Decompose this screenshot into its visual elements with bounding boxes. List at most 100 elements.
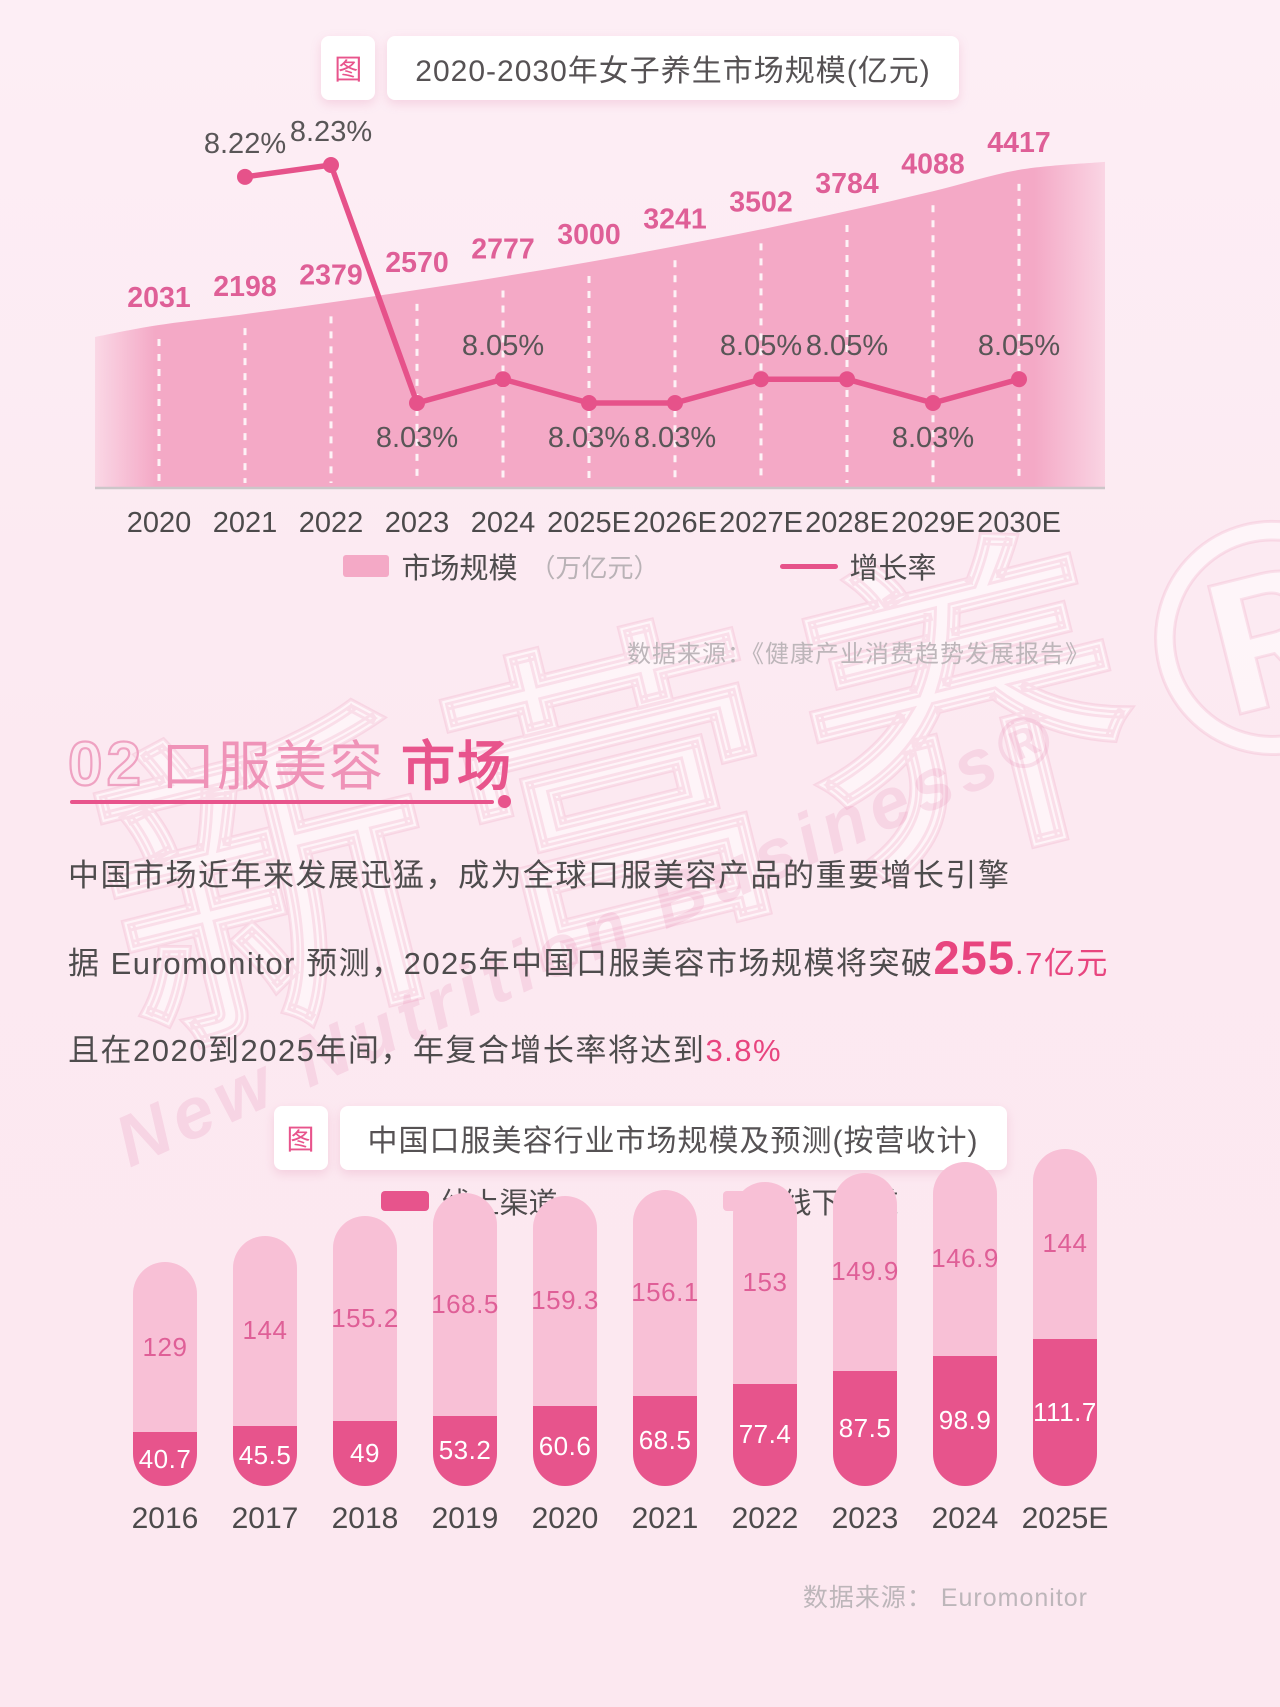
offline-channel-value: 146.9 (931, 1243, 999, 1274)
chart1-title: 2020-2030年女子养生市场规模(亿元) (415, 55, 931, 88)
online-channel-segment: 40.7 (133, 1432, 197, 1486)
bar-x-tick-label: 2016 (131, 1502, 199, 1535)
bar-column: 168.5 53.2 2019 (415, 1128, 515, 1538)
online-channel-segment: 87.5 (833, 1370, 897, 1486)
offline-channel-segment: 159.3 (531, 1195, 598, 1406)
chart2-tag-badge: 图 (273, 1106, 328, 1170)
growth-rate-label: 8.23% (290, 116, 372, 148)
bar-column: 156.1 68.5 2021 (615, 1128, 715, 1538)
offline-channel-value: 129 (142, 1331, 188, 1362)
x-tick-label: 2025E (547, 507, 631, 539)
market-value-label: 3502 (729, 186, 792, 218)
growth-rate-point (753, 371, 769, 388)
online-channel-value: 77.4 (738, 1419, 792, 1450)
legend-growth-rate: 增长率 (779, 545, 937, 587)
online-channel-value: 98.9 (938, 1405, 992, 1436)
bar-column: 144 45.5 2017 (215, 1128, 315, 1538)
stacked-bar-chart: 129 40.7 2016 144 45.5 2017 155.2 49 2018 168.5 53… (115, 1128, 1115, 1538)
offline-channel-segment: 129 (133, 1262, 197, 1433)
stacked-bar: 159.3 60.6 (531, 1195, 598, 1486)
stacked-bar: 129 40.7 (133, 1262, 197, 1486)
growth-rate-point (323, 157, 339, 173)
section-heading: 02 口服美容 市场 (67, 722, 513, 801)
growth-rate-label: 8.03% (376, 422, 458, 454)
forecast-unit-highlight: .7亿元 (1014, 946, 1109, 981)
paragraph-forecast-prefix: 据 Euromonitor 预测，2025年中国口服美容市场规模将突破 (68, 946, 934, 981)
bar-column: 153 77.4 2022 (715, 1128, 815, 1538)
stacked-bar: 144 111.7 (1033, 1148, 1097, 1486)
growth-rate-point (581, 395, 597, 411)
line-swatch-icon (779, 563, 838, 569)
offline-channel-value: 155.2 (331, 1303, 399, 1334)
stacked-bar: 149.9 87.5 (831, 1172, 898, 1486)
market-value-label: 2198 (213, 271, 276, 303)
online-channel-segment: 111.7 (1033, 1338, 1097, 1486)
market-size-area (95, 161, 1105, 488)
x-tick-label: 2021 (213, 507, 278, 539)
chart1-legend: 市场规模 （万亿元） 增长率 (0, 545, 1280, 587)
market-value-label: 4088 (901, 148, 964, 180)
online-channel-segment: 77.4 (733, 1383, 797, 1486)
chart2-source: 数据来源： Euromonitor (802, 1584, 1088, 1612)
section-title-regular: 口服美容 (160, 737, 385, 797)
bar-column: 144 111.7 2025E (1015, 1128, 1115, 1538)
stacked-bar: 156.1 68.5 (631, 1189, 699, 1486)
chart2-tag-label: 图 (286, 1124, 315, 1155)
chart1-tag-badge: 图 (321, 36, 376, 100)
online-channel-segment: 45.5 (233, 1425, 297, 1486)
paragraph-cagr-prefix: 且在2020到2025年间，年复合增长率将达到 (68, 1033, 706, 1068)
online-channel-segment: 68.5 (633, 1395, 697, 1486)
online-channel-value: 53.2 (438, 1435, 492, 1466)
x-tick-label: 2026E (633, 507, 717, 539)
growth-rate-label: 8.03% (634, 422, 716, 454)
offline-channel-value: 156.1 (631, 1277, 699, 1308)
cagr-value-highlight: 3.8% (705, 1033, 783, 1068)
offline-channel-segment: 149.9 (831, 1172, 898, 1371)
online-channel-value: 111.7 (1033, 1396, 1097, 1427)
growth-rate-line (242, 162, 1022, 406)
chart1-source: 数据来源：《健康产业消费趋势发展报告》 (627, 641, 1090, 668)
bar-x-tick-label: 2024 (931, 1502, 999, 1535)
bar-column: 149.9 87.5 2023 (815, 1128, 915, 1538)
bar-column: 159.3 60.6 2020 (515, 1128, 615, 1538)
bar-column: 155.2 49 2018 (315, 1128, 415, 1538)
growth-rate-label: 8.03% (892, 422, 974, 454)
offline-channel-value: 144 (1042, 1228, 1088, 1259)
online-swatch-icon (381, 1191, 430, 1211)
bar-x-tick-label: 2022 (731, 1502, 799, 1535)
growth-rate-label: 8.22% (204, 128, 286, 160)
offline-channel-segment: 168.5 (431, 1193, 498, 1416)
bar-x-tick-label: 2019 (431, 1502, 499, 1535)
market-size-area-chart: 2031 2198 2379 2570 2777 3000 3241 3502 3784 4088… (95, 116, 1105, 539)
offline-channel-segment: 156.1 (631, 1189, 699, 1396)
bar-x-tick-label: 2025E (1021, 1502, 1109, 1535)
x-tick-label: 2027E (719, 507, 803, 539)
bar-column: 146.9 98.9 2024 (915, 1128, 1015, 1538)
bar-x-tick-label: 2018 (331, 1502, 399, 1535)
growth-rate-label: 8.05% (806, 330, 888, 362)
x-tick-label: 2024 (471, 507, 536, 539)
online-channel-value: 68.5 (638, 1425, 692, 1456)
chart2-title-box: 中国口服美容行业市场规模及预测(按营收计) (339, 1106, 1007, 1170)
x-tick-label: 2029E (891, 507, 975, 539)
market-value-label: 2379 (299, 259, 362, 291)
chart1-title-box: 2020-2030年女子养生市场规模(亿元) (387, 36, 959, 100)
growth-rate-label: 8.05% (462, 330, 544, 362)
legend-market-size: 市场规模 （万亿元） (343, 545, 660, 587)
bar-x-tick-label: 2020 (531, 1502, 599, 1535)
legend-market-size-label: 市场规模 (401, 553, 518, 585)
online-channel-value: 87.5 (838, 1412, 892, 1443)
market-value-label: 3241 (643, 203, 707, 235)
offline-channel-value: 144 (242, 1315, 288, 1346)
stacked-bar: 168.5 53.2 (431, 1193, 498, 1486)
chart1-tag-label: 图 (334, 54, 363, 85)
growth-rate-label: 8.05% (720, 330, 802, 362)
x-tick-label: 2022 (299, 507, 364, 539)
stacked-bar: 155.2 49 (331, 1216, 399, 1486)
forecast-value-highlight: 255 (933, 931, 1015, 984)
growth-rate-point (839, 371, 855, 388)
market-value-label: 4417 (987, 127, 1050, 159)
growth-rate-point (409, 395, 425, 411)
growth-rate-point (667, 395, 683, 411)
paragraph-intro: 中国市场近年来发展迅猛，成为全球口服美容产品的重要增长引擎 (68, 858, 1011, 893)
